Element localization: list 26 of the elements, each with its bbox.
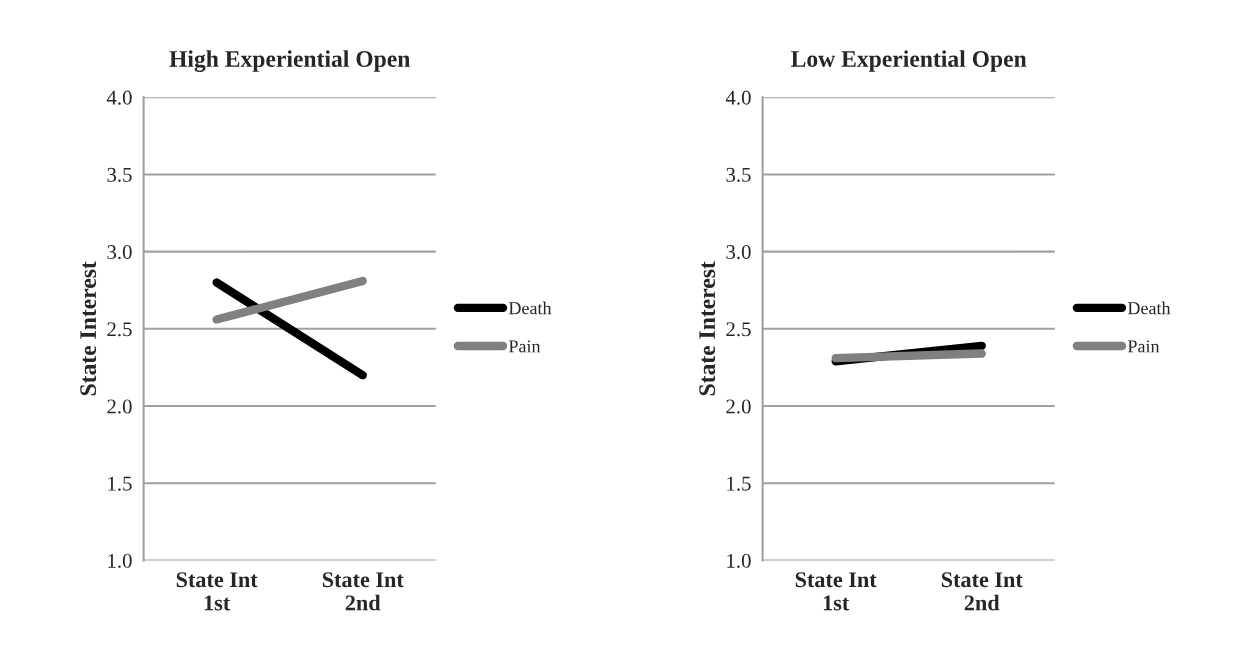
y-tick-label: 1.0 xyxy=(108,553,132,568)
y-tick-label: 2.0 xyxy=(107,399,132,414)
legend-label: Death xyxy=(1127,301,1171,315)
y-tick-label: 3.5 xyxy=(726,167,751,182)
legend-label: Death xyxy=(508,301,552,315)
y-axis-title: State Interest xyxy=(80,261,97,396)
y-tick-label: 1.5 xyxy=(108,476,132,491)
y-tick-label: 3.0 xyxy=(726,245,751,260)
x-tick-label: State Int 2nd xyxy=(322,572,404,611)
y-tick-label: 4.0 xyxy=(725,90,751,105)
x-tick-label: State Int 2nd xyxy=(941,572,1023,611)
chart-title: High Experiential Open xyxy=(169,50,411,72)
y-tick-label: 3.5 xyxy=(107,167,132,182)
y-tick-label: 1.5 xyxy=(727,476,751,491)
y-tick-label: 2.5 xyxy=(107,322,132,337)
y-tick-label: 2.5 xyxy=(726,322,751,337)
y-tick-label: 3.0 xyxy=(107,245,132,260)
y-tick-label: 2.0 xyxy=(726,399,751,414)
y-axis-title: State Interest xyxy=(699,261,716,396)
x-tick-label: State Int 1st xyxy=(795,572,877,611)
x-tick-label: State Int 1st xyxy=(176,572,258,611)
y-tick-label: 1.0 xyxy=(727,553,751,568)
legend-label: Pain xyxy=(508,340,541,353)
chart-title: Low Experiential Open xyxy=(791,50,1027,72)
y-tick-label: 4.0 xyxy=(106,90,132,105)
legend-label: Pain xyxy=(1127,340,1160,353)
